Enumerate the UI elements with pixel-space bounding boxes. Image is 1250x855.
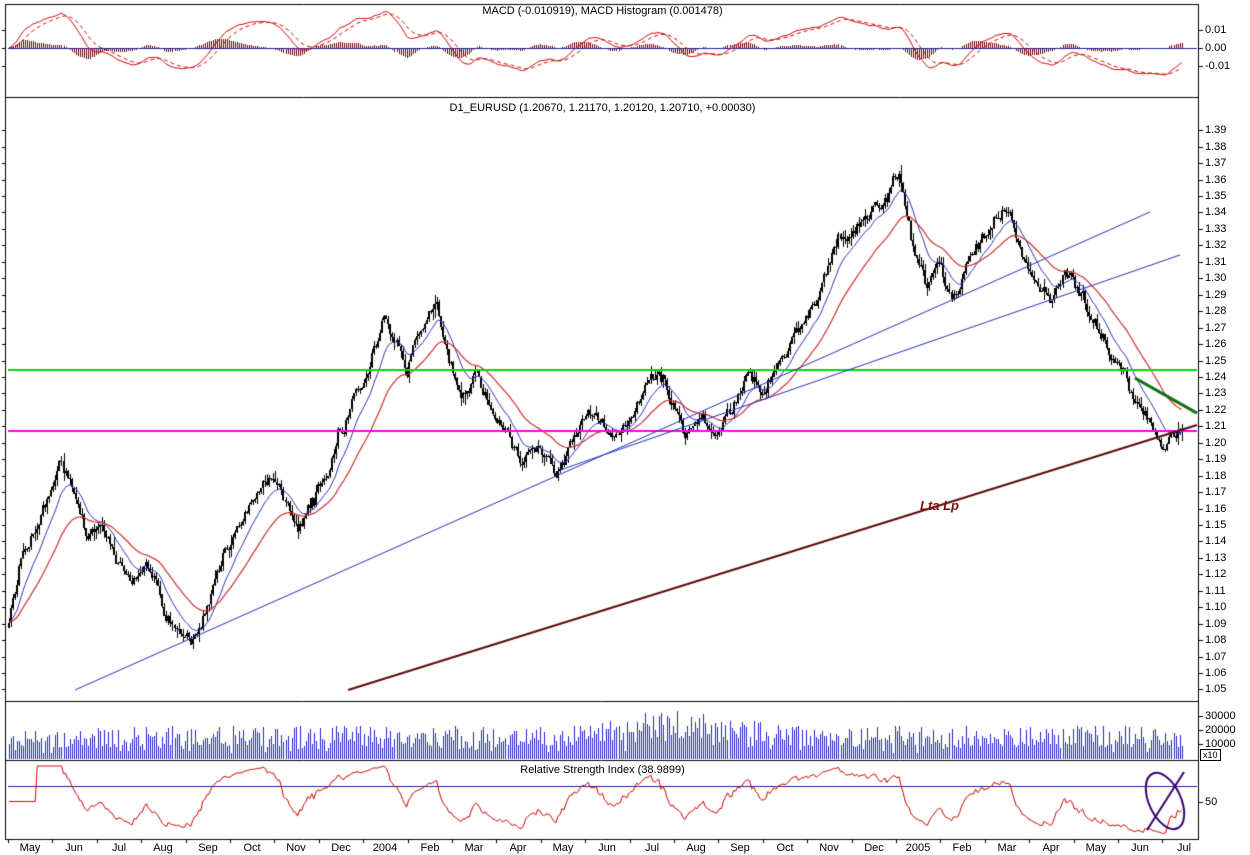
month-label: Oct xyxy=(243,842,261,854)
month-label: May xyxy=(1085,842,1107,854)
price-tick-label: 1.25 xyxy=(1205,354,1227,367)
month-label: Sep xyxy=(730,842,750,854)
month-label: Oct xyxy=(776,842,794,854)
price-tick-label: 1.29 xyxy=(1205,288,1227,301)
price-tick-label: 1.19 xyxy=(1205,453,1227,466)
price-tick-label: 1.37 xyxy=(1205,157,1227,170)
volume-tick-label: 20000 xyxy=(1205,724,1236,736)
price-tick-label: 1.11 xyxy=(1205,584,1226,597)
price-tick-label: 1.28 xyxy=(1205,305,1227,318)
volume-tick-label: 10000 xyxy=(1205,738,1236,750)
price-tick-label: 1.15 xyxy=(1205,519,1227,531)
month-label: Jul xyxy=(1176,842,1192,854)
month-label: Jul xyxy=(111,842,127,854)
price-tick-label: 1.12 xyxy=(1205,568,1227,581)
price-tick-label: 1.07 xyxy=(1205,650,1227,663)
macd-tick-label: -0.01 xyxy=(1205,60,1231,72)
price-tick-label: 1.21 xyxy=(1205,420,1227,433)
month-label: Nov xyxy=(819,842,839,854)
month-label: Feb xyxy=(952,842,972,854)
price-tick-label: 1.23 xyxy=(1205,387,1227,400)
price-tick-label: 1.22 xyxy=(1205,403,1227,416)
price-tick-label: 1.33 xyxy=(1205,222,1227,235)
month-label: Apr xyxy=(1042,842,1060,854)
month-label: Aug xyxy=(153,842,173,854)
month-label: May xyxy=(552,842,574,854)
price-tick-label: 1.18 xyxy=(1205,469,1227,482)
rsi-panel-title: Relative Strength Index (38.9899) xyxy=(520,764,685,776)
price-tick-label: 1.35 xyxy=(1205,190,1227,203)
month-label: Dec xyxy=(864,842,884,854)
month-label: Jun xyxy=(1131,842,1149,854)
macd-tick-label: 0.01 xyxy=(1205,24,1227,36)
month-label: 2004 xyxy=(372,842,398,854)
month-label: Aug xyxy=(686,842,706,854)
price-tick-label: 1.36 xyxy=(1205,173,1227,186)
month-label: Mar xyxy=(464,842,484,854)
price-tick-label: 1.06 xyxy=(1205,667,1227,680)
month-label: Mar xyxy=(997,842,1017,854)
price-tick-label: 1.17 xyxy=(1205,486,1227,499)
volume-scale-multiplier: x10 xyxy=(1200,749,1221,761)
price-tick-label: 1.34 xyxy=(1205,206,1227,219)
month-label: Sep xyxy=(198,842,218,854)
month-label: Nov xyxy=(286,842,306,854)
macd-tick-label: 0.00 xyxy=(1205,42,1227,54)
price-tick-label: 1.39 xyxy=(1205,124,1227,137)
month-label: Dec xyxy=(331,842,351,854)
price-tick-label: 1.20 xyxy=(1205,436,1227,449)
month-label: Jun xyxy=(65,842,83,854)
price-tick-label: 1.10 xyxy=(1205,601,1227,614)
month-label: Feb xyxy=(420,842,440,854)
price-tick-label: 1.09 xyxy=(1205,617,1227,630)
price-tick-label: 1.31 xyxy=(1205,255,1227,268)
price-tick-label: 1.38 xyxy=(1205,140,1227,153)
price-tick-label: 1.05 xyxy=(1205,683,1227,696)
price-tick-label: 1.32 xyxy=(1205,239,1227,252)
macd-panel-title: MACD (-0.010919), MACD Histogram (0.0014… xyxy=(482,5,723,17)
price-tick-label: 1.13 xyxy=(1205,551,1227,564)
month-label: May xyxy=(19,842,41,854)
price-tick-label: 1.30 xyxy=(1205,272,1227,285)
month-label: 2005 xyxy=(905,842,931,854)
month-label: Jun xyxy=(598,842,616,854)
volume-tick-label: 30000 xyxy=(1205,710,1236,722)
price-tick-label: 1.24 xyxy=(1205,370,1227,383)
rsi-tick-label: 50 xyxy=(1205,795,1218,808)
month-label: Jul xyxy=(644,842,660,854)
price-tick-label: 1.14 xyxy=(1205,535,1227,548)
price-tick-label: 1.27 xyxy=(1205,321,1227,334)
month-label: Apr xyxy=(509,842,527,854)
price-tick-label: 1.16 xyxy=(1205,502,1227,515)
price-tick-label: 1.08 xyxy=(1205,634,1227,647)
price-tick-label: 1.26 xyxy=(1205,338,1227,351)
symbol-ohlc-title: D1_EURUSD (1.20670, 1.21170, 1.20120, 1.… xyxy=(449,102,756,114)
trendline-label-lta-lp: Lta Lp xyxy=(920,498,959,513)
